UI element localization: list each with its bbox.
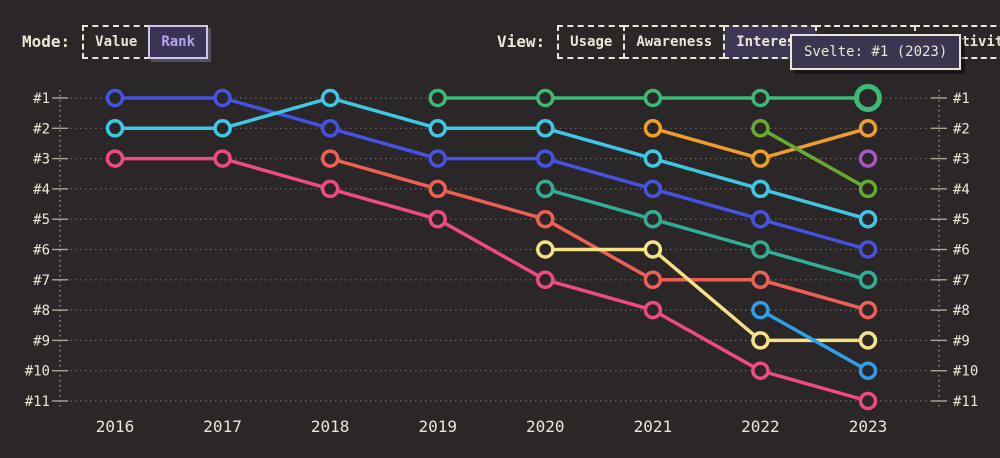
data-point-svelte[interactable] xyxy=(643,88,663,108)
rank-label-left: #10 xyxy=(25,364,50,380)
data-point-series-teal[interactable] xyxy=(751,240,770,259)
rank-label-right: #2 xyxy=(953,121,970,137)
rank-label-right: #3 xyxy=(953,152,970,168)
mode-label: Mode: xyxy=(22,32,71,51)
rank-label-right: #8 xyxy=(953,303,970,319)
rank-label-right: #6 xyxy=(953,243,970,259)
data-point-series-yellow[interactable] xyxy=(536,240,555,259)
rank-label-left: #5 xyxy=(33,212,50,228)
rank-label-right: #11 xyxy=(953,394,978,410)
rank-label-left: #8 xyxy=(33,303,50,319)
rank-label-right: #1 xyxy=(953,91,970,107)
series-line-series-olive-green xyxy=(758,126,870,191)
data-point-series-olive-green[interactable] xyxy=(858,179,878,199)
data-point-series-cyan[interactable] xyxy=(643,149,663,168)
series-line-series-salmon xyxy=(328,156,870,312)
highlighted-data-point-svelte[interactable] xyxy=(853,84,882,112)
data-point-series-cyan[interactable] xyxy=(858,209,878,229)
rank-label-right: #4 xyxy=(953,182,970,198)
rank-label-left: #6 xyxy=(33,243,50,259)
chart-tooltip: Svelte: #1 (2023) xyxy=(790,34,962,70)
series-line-series-sky-blue xyxy=(758,308,870,373)
year-label: 2020 xyxy=(526,417,565,436)
data-point-series-pink[interactable] xyxy=(428,209,447,229)
data-point-series-salmon[interactable] xyxy=(858,300,878,320)
year-label: 2017 xyxy=(203,417,242,436)
data-point-series-orange[interactable] xyxy=(858,119,878,138)
rank-label-left: #3 xyxy=(33,152,50,168)
data-point-series-pink[interactable] xyxy=(858,391,878,411)
data-point-series-sky-blue[interactable] xyxy=(751,300,770,320)
rank-label-left: #7 xyxy=(33,273,50,289)
data-point-series-yellow[interactable] xyxy=(751,331,770,350)
data-point-series-salmon[interactable] xyxy=(751,270,770,290)
mode-button-rank[interactable]: Rank xyxy=(148,25,209,59)
year-label: 2021 xyxy=(634,417,673,436)
view-label: View: xyxy=(497,32,546,51)
data-point-series-sky-blue[interactable] xyxy=(858,361,878,380)
data-point-series-pink[interactable] xyxy=(643,300,663,320)
year-label: 2018 xyxy=(311,417,350,436)
series-line-series-royal-blue xyxy=(113,96,870,252)
data-point-series-pink[interactable] xyxy=(320,179,340,199)
data-point-series-teal[interactable] xyxy=(858,270,878,290)
data-point-series-yellow[interactable] xyxy=(643,240,663,259)
data-point-series-royal-blue[interactable] xyxy=(105,88,125,108)
rank-label-right: #7 xyxy=(953,273,970,289)
data-point-series-salmon[interactable] xyxy=(643,270,663,290)
data-point-series-cyan[interactable] xyxy=(428,119,447,138)
rank-label-right: #10 xyxy=(953,364,978,380)
rank-label-left: #11 xyxy=(25,394,50,410)
data-point-svelte[interactable] xyxy=(428,88,447,108)
data-point-series-cyan[interactable] xyxy=(536,119,555,138)
data-point-series-cyan[interactable] xyxy=(213,119,232,138)
data-point-series-salmon[interactable] xyxy=(536,209,555,229)
data-point-svelte[interactable] xyxy=(751,88,770,108)
data-point-series-orange[interactable] xyxy=(751,149,770,168)
data-point-series-royal-blue[interactable] xyxy=(428,149,447,168)
data-point-series-royal-blue[interactable] xyxy=(858,240,878,259)
series-line-series-cyan xyxy=(113,96,870,221)
data-point-series-royal-blue[interactable] xyxy=(751,209,770,229)
year-label: 2019 xyxy=(418,417,457,436)
data-point-series-pink[interactable] xyxy=(105,149,125,168)
year-label: 2016 xyxy=(96,417,135,436)
data-point-series-cyan[interactable] xyxy=(751,179,770,199)
data-point-series-olive-green[interactable] xyxy=(751,119,770,138)
data-point-series-pink[interactable] xyxy=(536,270,555,290)
data-point-series-pink[interactable] xyxy=(213,149,232,168)
rank-label-left: #2 xyxy=(33,121,50,137)
rank-label-right: #9 xyxy=(953,333,970,349)
data-point-series-royal-blue[interactable] xyxy=(320,119,340,138)
data-point-series-yellow[interactable] xyxy=(858,331,878,350)
data-point-series-royal-blue[interactable] xyxy=(213,88,232,108)
data-point-series-royal-blue[interactable] xyxy=(536,149,555,168)
data-point-series-cyan[interactable] xyxy=(105,119,125,138)
mode-toggle-group: Mode: Value Rank xyxy=(22,25,209,59)
data-point-series-salmon[interactable] xyxy=(320,149,340,168)
data-point-series-teal[interactable] xyxy=(536,179,555,199)
series-line-series-teal xyxy=(543,187,870,282)
data-point-series-royal-blue[interactable] xyxy=(643,179,663,199)
data-point-series-orange[interactable] xyxy=(643,119,663,138)
data-point-series-salmon[interactable] xyxy=(428,179,447,199)
data-point-svelte[interactable] xyxy=(536,88,555,108)
rank-label-right: #5 xyxy=(953,212,970,228)
data-point-series-pink[interactable] xyxy=(751,361,770,380)
series-line-series-pink xyxy=(113,156,870,403)
year-label: 2022 xyxy=(741,417,780,436)
rank-label-left: #1 xyxy=(33,91,50,107)
data-point-series-purple[interactable] xyxy=(858,149,878,168)
data-point-series-cyan[interactable] xyxy=(320,88,340,108)
rank-label-left: #4 xyxy=(33,182,50,198)
rank-label-left: #9 xyxy=(33,333,50,349)
data-point-series-teal[interactable] xyxy=(643,209,663,229)
year-label: 2023 xyxy=(849,417,888,436)
